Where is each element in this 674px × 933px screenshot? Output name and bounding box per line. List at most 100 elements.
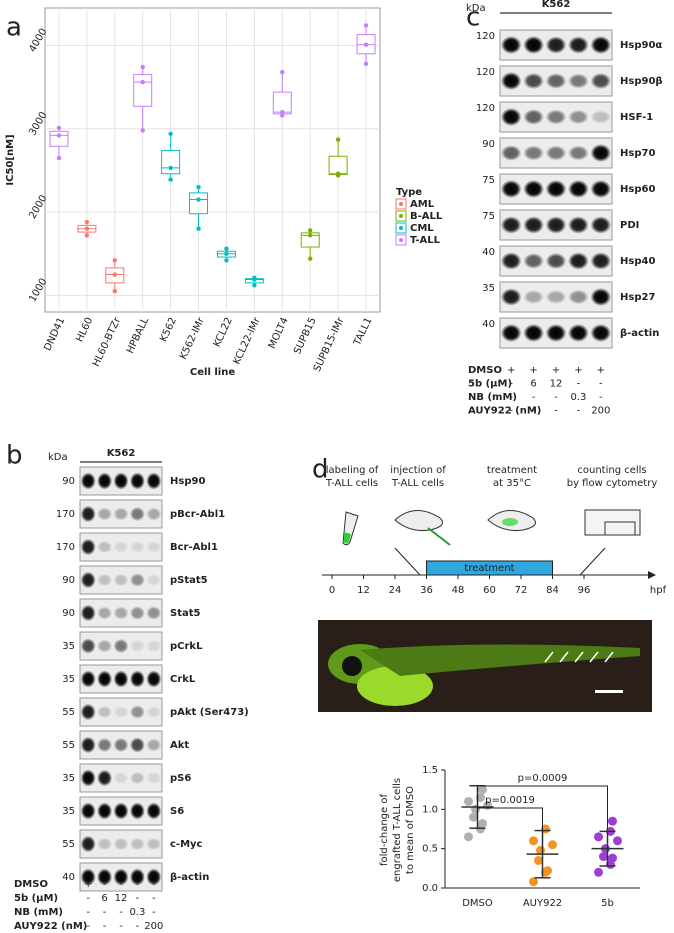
y-axis-label: IC50[nM] [5,134,16,185]
legend-label: B-ALL [410,211,443,222]
point [613,836,622,846]
y-tick-label: 0.0 [422,883,438,894]
step-label: at 35°C [493,478,531,489]
protein: Hsp40 [620,256,655,267]
point [196,197,201,202]
treatment-cell: - [599,379,603,390]
legend-dot [399,238,403,242]
unit: kDa [48,452,68,463]
panel-label: d [312,455,329,485]
y-axis-label: to mean of DMSO [405,786,416,874]
box [189,192,209,215]
point [168,131,173,136]
band [129,541,145,553]
connector [394,547,421,576]
protein: Hsp70 [620,148,655,159]
protein: β-actin [170,872,209,883]
x-tick-label: AUY922 [523,898,562,909]
x-tick-label: SUPB15 [292,316,319,356]
band [97,737,113,753]
marker: 120 [476,31,495,42]
y-tick-label: 1.0 [422,804,438,815]
point [112,258,117,263]
point [252,283,257,288]
treatment-bar-label: treatment [464,563,514,574]
band [80,638,96,654]
point [168,165,173,171]
band [97,540,113,554]
band [523,180,544,198]
band [80,736,96,754]
band [523,290,544,304]
point [112,272,117,277]
point [335,171,341,176]
x-tick-label: HPBALL [125,316,151,356]
marker: 90 [62,608,75,619]
point [464,832,473,842]
panel-label: a [6,13,22,43]
band [500,252,522,270]
point [56,155,62,161]
treatment-cell: 12 [550,379,563,390]
timeline-tick: 48 [452,585,465,596]
band [568,73,589,89]
band [523,36,544,54]
x-tick-label: K562 [158,316,179,344]
x-tick-label: 5b [601,898,614,909]
band [568,145,589,161]
band [129,670,145,688]
arrow [589,651,599,663]
point [594,867,603,877]
band [545,145,567,161]
step-label: by flow cytometry [567,478,658,489]
point [308,256,313,261]
band [113,868,129,886]
band [590,324,612,342]
legend-label: CML [410,223,434,234]
step-label: counting cells [577,465,646,476]
marker: 35 [62,641,75,652]
treatment-cell: + [84,879,92,890]
point [608,853,617,863]
connector [579,547,606,576]
point [608,816,617,826]
protein: c-Myc [170,839,203,850]
protein: pStat5 [170,575,208,586]
point [464,796,473,806]
band [146,606,162,620]
marker: 55 [62,740,75,751]
point [469,812,478,822]
point [599,852,608,862]
band [146,868,162,886]
marker: 90 [62,476,75,487]
band [97,802,113,820]
band [129,472,145,490]
band [545,180,567,198]
band [568,289,589,305]
band [97,769,113,787]
band [129,705,145,719]
treatment-cell: - [119,907,123,918]
point [363,61,369,67]
band [113,573,129,587]
band [80,703,96,721]
point [280,109,285,115]
protein: Bcr-Abl1 [170,542,218,553]
treatment-cell: - [119,921,123,932]
band [80,538,96,556]
marker: 35 [62,806,75,817]
legend-dot [399,202,403,206]
legend-label: T-ALL [410,235,441,246]
band [500,324,522,342]
treatment-label: AUY922 (nM) [14,921,87,932]
band [129,837,145,851]
band [500,288,522,306]
band [545,109,567,125]
band [129,506,145,522]
band [129,640,145,652]
image-label: brain [322,625,348,636]
point [196,184,201,190]
x-axis-label: Cell line [190,367,235,378]
band [590,110,612,124]
